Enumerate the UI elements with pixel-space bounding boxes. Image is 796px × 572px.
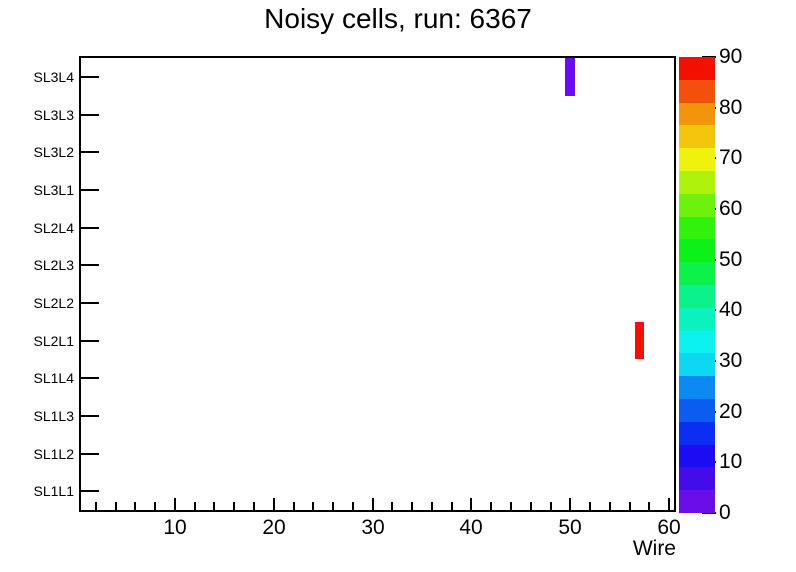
- palette-band: [679, 490, 715, 513]
- palette-band: [679, 79, 715, 103]
- palette-band: [679, 330, 715, 354]
- palette-band: [679, 285, 715, 308]
- y-axis-label: SL1L2: [33, 446, 74, 462]
- y-axis-label: SL1L3: [33, 408, 74, 424]
- x-axis-tick-label: 40: [459, 516, 483, 539]
- y-axis-label: SL3L1: [33, 182, 74, 198]
- z-axis-tick-label: 30: [719, 349, 743, 372]
- x-axis-tick-label: 10: [163, 516, 187, 539]
- y-axis-label: SL2L3: [33, 257, 74, 273]
- y-axis-label: SL2L4: [33, 220, 74, 236]
- x-axis-tick-label: 30: [361, 516, 385, 539]
- palette-band: [679, 102, 715, 126]
- palette-band: [679, 307, 715, 331]
- x-axis-tick-label: 60: [657, 516, 681, 539]
- palette-band: [679, 125, 715, 149]
- palette-band: [679, 216, 715, 240]
- palette-band: [679, 399, 715, 422]
- palette-band: [679, 444, 715, 468]
- x-axis-tick-label: 50: [558, 516, 582, 539]
- z-axis-tick-label: 10: [719, 450, 743, 473]
- y-axis-label: SL2L1: [33, 333, 74, 349]
- y-axis-label: SL1L4: [33, 370, 74, 386]
- z-axis-tick-label: 40: [719, 298, 743, 321]
- z-axis-tick-label: 60: [719, 197, 743, 220]
- y-axis-label: SL3L3: [33, 107, 74, 123]
- z-axis-tick-label: 90: [719, 45, 743, 68]
- z-axis-tick-label: 50: [719, 248, 743, 271]
- palette-band: [679, 193, 715, 217]
- x-axis-title: Wire: [632, 537, 676, 560]
- y-axis-label: SL3L2: [33, 144, 74, 160]
- palette-band: [679, 262, 715, 286]
- palette-band: [679, 376, 715, 400]
- y-axis-label: SL3L4: [33, 69, 74, 85]
- x-axis-tick-label: 20: [262, 516, 286, 539]
- y-axis-label: SL2L2: [33, 295, 74, 311]
- z-axis-tick-label: 20: [719, 400, 743, 423]
- plot-title: Noisy cells, run: 6367: [264, 3, 532, 34]
- palette-band: [679, 421, 715, 445]
- palette-band: [679, 467, 715, 491]
- plot-frame: [79, 56, 676, 512]
- palette-band: [679, 353, 715, 377]
- palette-band: [679, 239, 715, 263]
- z-axis-tick-label: 80: [719, 96, 743, 119]
- palette-band: [679, 148, 715, 172]
- z-axis-tick-label: 0: [719, 501, 731, 524]
- color-scale-bar: [679, 57, 715, 513]
- palette-band: [679, 57, 715, 80]
- y-axis-label: SL1L1: [33, 483, 74, 499]
- z-axis-tick-label: 70: [719, 146, 743, 169]
- palette-band: [679, 171, 715, 194]
